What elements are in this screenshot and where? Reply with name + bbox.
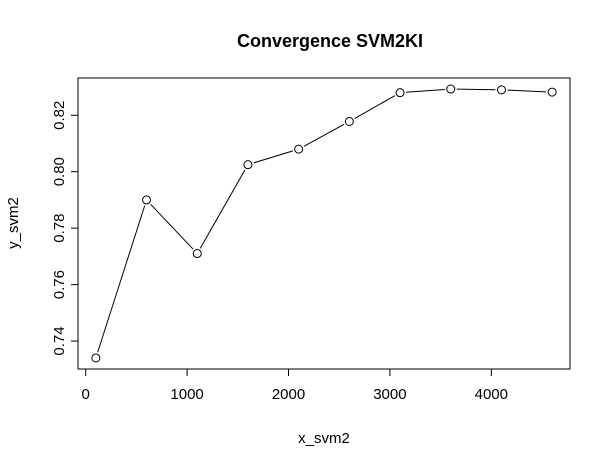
series-segment: [303, 123, 345, 147]
data-point: [395, 88, 405, 98]
x-tick-label: 4000: [475, 386, 508, 403]
x-tick-label: 2000: [272, 386, 305, 403]
y-axis-label: y_svm2: [5, 197, 22, 249]
y-tick-label: 0.78: [51, 214, 68, 243]
x-tick-label: 0: [82, 386, 90, 403]
data-point: [192, 249, 202, 259]
series-segment: [253, 150, 294, 164]
data-point: [91, 353, 101, 363]
data-point: [243, 160, 253, 170]
series-line: [91, 84, 557, 363]
x-tick-label: 3000: [373, 386, 406, 403]
y-tick-label: 0.76: [51, 270, 68, 299]
series-segment: [456, 88, 496, 91]
y-axis: 0.74 0.76 0.78 0.80 0.82: [51, 101, 79, 356]
series-segment: [507, 89, 547, 93]
x-axis-label: x_svm2: [298, 430, 350, 447]
data-point: [142, 195, 152, 205]
y-tick-label: 0.82: [51, 101, 68, 130]
data-point: [547, 87, 557, 97]
x-tick-label: 1000: [170, 386, 203, 403]
y-tick-label: 0.74: [51, 326, 68, 355]
series-segment: [97, 205, 146, 353]
data-point: [294, 144, 304, 154]
series-segment: [199, 169, 246, 249]
series-segment: [405, 88, 445, 93]
x-axis: 0 1000 2000 3000 4000: [82, 368, 508, 403]
plot-frame: [77, 77, 571, 370]
data-point: [496, 85, 506, 95]
chart-title: Convergence SVM2KI: [237, 31, 423, 51]
data-point: [344, 116, 354, 126]
data-point: [446, 84, 456, 94]
y-tick-label: 0.80: [51, 157, 68, 186]
series-segment: [354, 95, 396, 119]
series-segment: [150, 203, 194, 250]
